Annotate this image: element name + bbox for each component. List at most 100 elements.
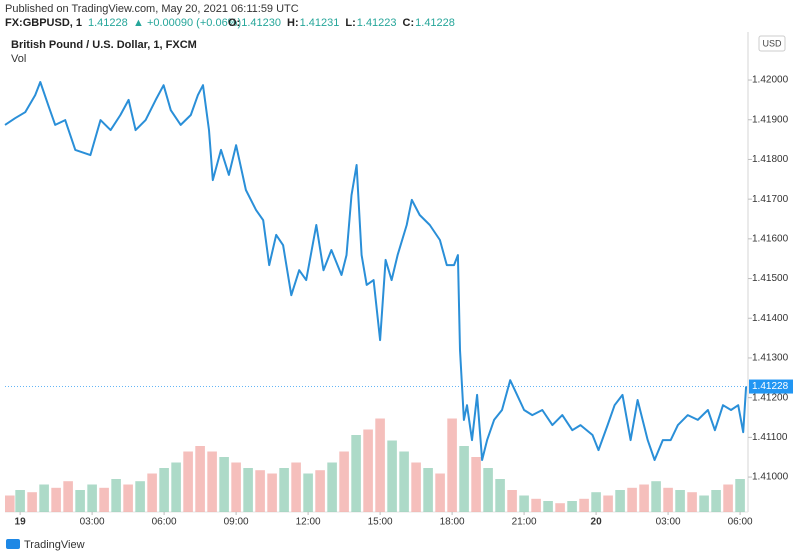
volume-bar: [603, 495, 613, 512]
currency: USD: [762, 38, 782, 48]
ohlc-value: 1.41228: [415, 17, 455, 29]
volume-bar: [387, 440, 397, 512]
volume-bar: [663, 487, 673, 512]
volume-bar: [519, 495, 529, 512]
logo-icon: [6, 539, 20, 549]
volume-bar: [555, 503, 565, 512]
volume-bar: [687, 492, 697, 512]
volume-bar: [195, 446, 205, 512]
volume-bar: [411, 462, 421, 512]
volume-bar: [183, 451, 193, 512]
volume-bar: [639, 484, 649, 512]
volume-label: Vol: [11, 53, 26, 65]
volume-bar: [339, 451, 349, 512]
volume-bar: [135, 481, 145, 512]
volume-bar: [483, 468, 493, 512]
y-tick-label: 1.41000: [752, 472, 789, 483]
symbol-header: FX:GBPUSD, 1 1.41228 ▲ +0.00090 (+0.06%)…: [5, 17, 455, 29]
x-tick-label: 06:00: [728, 517, 753, 528]
volume-bar: [279, 468, 289, 512]
change: ▲ +0.00090 (+0.06%): [133, 17, 241, 29]
volume-bar: [627, 487, 637, 512]
ohlc-label: C:: [403, 17, 415, 29]
x-tick-label: 19: [15, 517, 27, 528]
y-tick-label: 1.41900: [752, 114, 789, 125]
volume-bar: [471, 457, 481, 512]
volume-bar: [231, 462, 241, 512]
volume-bar: [507, 490, 517, 512]
y-tick-label: 1.41700: [752, 194, 789, 205]
x-tick-label: 12:00: [296, 517, 321, 528]
volume-bar: [459, 446, 469, 512]
volume-bar: [543, 501, 553, 512]
x-tick-label: 21:00: [512, 517, 537, 528]
x-tick-label: 18:00: [440, 517, 465, 528]
volume-bar: [435, 473, 445, 512]
x-tick-label: 09:00: [224, 517, 249, 528]
volume-bar: [303, 473, 313, 512]
ohlc-value: 1.41231: [300, 17, 340, 29]
volume-bar: [351, 435, 361, 512]
y-tick-label: 1.41200: [752, 392, 789, 403]
volume-bar: [447, 418, 457, 512]
volume-bar: [291, 462, 301, 512]
volume-bar: [99, 487, 109, 512]
y-tick-label: 1.41800: [752, 154, 789, 165]
volume-bar: [5, 495, 15, 512]
volume-bar: [159, 468, 169, 512]
footer: TradingView: [24, 539, 85, 551]
volume-bar: [399, 451, 409, 512]
volume-bar: [147, 473, 157, 512]
volume-bar: [651, 481, 661, 512]
y-tick-label: 1.41400: [752, 313, 789, 324]
volume-bar: [579, 498, 589, 512]
volume-bar: [495, 479, 505, 512]
volume-bar: [723, 484, 733, 512]
volume-bar: [315, 470, 325, 512]
y-tick-label: 1.41600: [752, 233, 789, 244]
volume-bar: [615, 490, 625, 512]
volume-bar: [63, 481, 73, 512]
volume-bar: [87, 484, 97, 512]
volume-bar: [327, 462, 337, 512]
ohlc-value: 1.41230: [241, 17, 281, 29]
price: 1.41228: [88, 17, 128, 29]
currency-badge: [758, 35, 786, 52]
ohlc-label: L:: [345, 17, 355, 29]
volume-bar: [711, 490, 721, 512]
volume-bar: [699, 495, 709, 512]
volume-bar: [255, 470, 265, 512]
volume-bar: [591, 492, 601, 512]
volume-bar: [75, 490, 85, 512]
volume-bar: [363, 429, 373, 512]
y-tick-label: 1.41500: [752, 273, 789, 284]
last-price-label: 1.41228: [752, 381, 789, 392]
volume-bar: [675, 490, 685, 512]
volume-bar: [111, 479, 121, 512]
volume-bar: [171, 462, 181, 512]
published-note: Published on TradingView.com, May 20, 20…: [5, 3, 299, 15]
volume-bar: [423, 468, 433, 512]
volume-bar: [207, 451, 217, 512]
volume-bar: [219, 457, 229, 512]
price-line: [4, 81, 748, 461]
symbol: FX:GBPUSD, 1: [5, 17, 82, 29]
volume-bar: [735, 479, 745, 512]
volume-bar: [51, 487, 61, 512]
volume-bar: [375, 418, 385, 512]
volume-bar: [531, 498, 541, 512]
x-tick-label: 15:00: [368, 517, 393, 528]
x-tick-label: 20: [591, 517, 603, 528]
ohlc-label: H:: [287, 17, 299, 29]
tradingview-logo: TradingView: [6, 539, 85, 551]
x-tick-label: 06:00: [152, 517, 177, 528]
volume-bar: [567, 501, 577, 512]
volume-bar: [15, 490, 25, 512]
volume-bar: [39, 484, 49, 512]
y-tick-label: 1.41100: [752, 432, 788, 443]
volume-bar: [243, 468, 253, 512]
last-price-badge: [749, 379, 793, 394]
ohlc-value: 1.41223: [357, 17, 397, 29]
y-tick-label: 1.42000: [752, 75, 789, 86]
